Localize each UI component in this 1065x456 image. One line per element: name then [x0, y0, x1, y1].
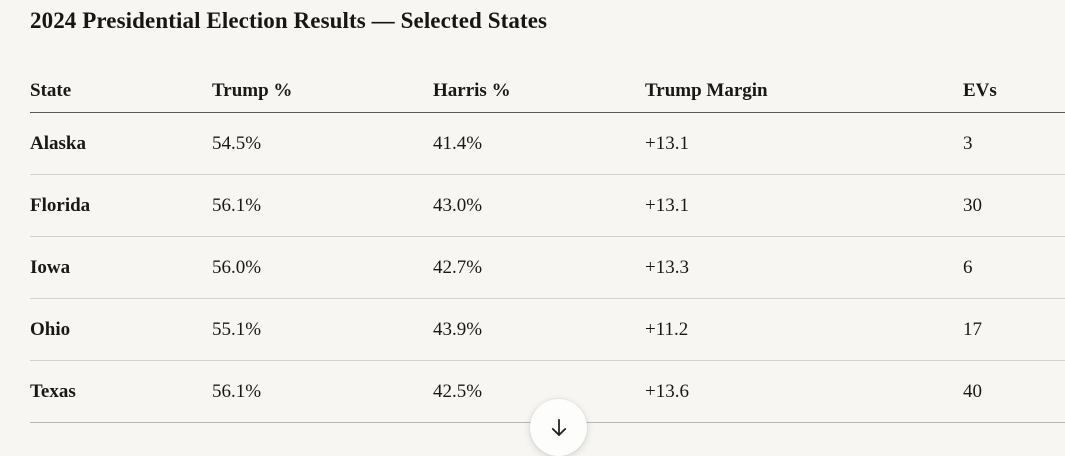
column-header-margin: Trump Margin [645, 80, 768, 101]
results-table: State Trump % Harris % Trump Margin EVs … [30, 70, 1065, 423]
trump-pct-value: 55.1% [212, 318, 262, 340]
trump-margin-value: +13.6 [645, 380, 689, 402]
state-name: Texas [30, 380, 76, 402]
evs-value: 6 [963, 256, 973, 278]
harris-pct-value: 43.9% [433, 318, 483, 340]
evs-value: 3 [963, 132, 973, 154]
harris-pct-value: 42.5% [433, 380, 483, 402]
column-header-state: State [30, 80, 72, 101]
table-row-florida: Florida 56.1% 43.0% +13.1 30 [30, 175, 1065, 237]
harris-pct-value: 43.0% [433, 194, 483, 216]
column-header-trump: Trump % [212, 80, 293, 101]
arrow-down-icon [551, 418, 566, 436]
trump-margin-value: +13.1 [645, 132, 689, 154]
page-title: 2024 Presidential Election Results — Sel… [30, 8, 548, 33]
state-name: Ohio [30, 318, 71, 340]
state-name: Alaska [30, 132, 86, 154]
harris-pct-value: 41.4% [433, 132, 483, 154]
table-row-iowa: Iowa 56.0% 42.7% +13.3 6 [30, 237, 1065, 299]
trump-pct-value: 56.1% [212, 380, 262, 402]
trump-margin-value: +11.2 [645, 318, 689, 340]
state-name: Iowa [30, 256, 71, 278]
evs-value: 30 [963, 194, 982, 216]
table-row-ohio: Ohio 55.1% 43.9% +11.2 17 [30, 299, 1065, 361]
table-header-row: State Trump % Harris % Trump Margin EVs [30, 70, 1065, 113]
column-header-evs: EVs [963, 80, 997, 101]
trump-pct-value: 54.5% [212, 132, 262, 154]
trump-margin-value: +13.3 [645, 256, 689, 278]
state-name: Florida [30, 194, 91, 216]
evs-value: 40 [963, 380, 982, 402]
trump-margin-value: +13.1 [645, 194, 689, 216]
table-row-alaska: Alaska 54.5% 41.4% +13.1 3 [30, 113, 1065, 175]
harris-pct-value: 42.7% [433, 256, 483, 278]
scroll-down-button[interactable] [530, 399, 587, 456]
trump-pct-value: 56.1% [212, 194, 262, 216]
trump-pct-value: 56.0% [212, 256, 262, 278]
column-header-harris: Harris % [433, 80, 511, 101]
evs-value: 17 [963, 318, 982, 340]
